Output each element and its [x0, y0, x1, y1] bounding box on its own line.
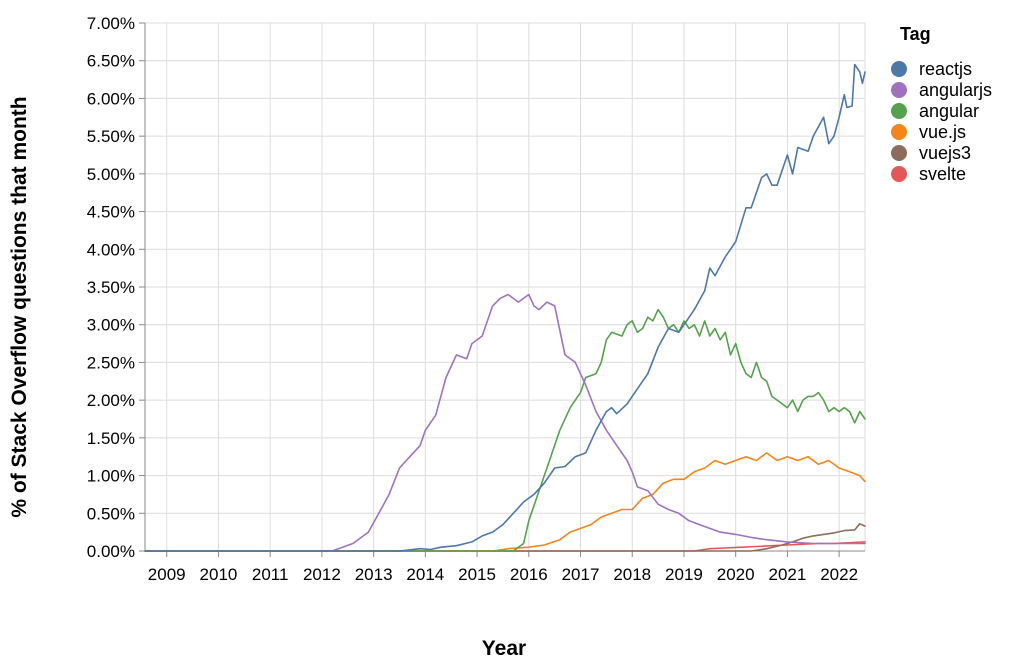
- y-tick-label: 1.00%: [87, 467, 135, 486]
- y-tick-label: 1.50%: [87, 429, 135, 448]
- legend-swatch-vue-js: [891, 124, 907, 140]
- y-axis-title: % of Stack Overflow questions that month: [8, 96, 31, 517]
- legend-label: angular: [919, 101, 979, 121]
- x-tick-label: 2014: [406, 565, 444, 584]
- y-tick-label: 0.50%: [87, 504, 135, 523]
- y-tick-label: 3.00%: [87, 316, 135, 335]
- series-line-vuejs3: [144, 523, 866, 552]
- y-tick-label: 0.00%: [87, 542, 135, 561]
- legend-swatch-reactjs: [891, 61, 907, 77]
- legend-swatch-vuejs3: [891, 145, 907, 161]
- y-axis: 0.00% 0.50% 1.00% 1.50% 2.00% 2.50% 3.00% 3.50%…: [87, 14, 146, 561]
- series-line-reactjs: [144, 63, 866, 552]
- y-tick-label: 4.50%: [87, 203, 135, 222]
- y-tick-label: 3.50%: [87, 278, 135, 297]
- x-axis-title: Year: [482, 637, 526, 660]
- x-tick-label: 2020: [717, 565, 755, 584]
- y-tick-label: 6.00%: [87, 89, 135, 108]
- y-tick-label: 2.50%: [87, 353, 135, 372]
- legend-label: svelte: [919, 164, 966, 184]
- legend-label: vuejs3: [919, 143, 971, 163]
- x-tick-label: 2011: [252, 565, 289, 584]
- y-tick-label: 7.00%: [87, 14, 135, 33]
- x-tick-label: 2016: [510, 565, 548, 584]
- x-tick-label: 2019: [665, 565, 703, 584]
- x-tick-label: 2013: [355, 565, 393, 584]
- x-tick-label: 2018: [613, 565, 651, 584]
- x-tick-label: 2015: [458, 565, 496, 584]
- series-lines: [144, 63, 866, 552]
- legend-swatch-angular: [891, 103, 907, 119]
- x-tick-label: 2010: [200, 565, 238, 584]
- series-line-angular: [144, 308, 866, 552]
- x-tick-label: 2009: [148, 565, 186, 584]
- x-tick-label: 2021: [768, 565, 806, 584]
- y-tick-label: 4.00%: [87, 240, 135, 259]
- legend-title: Tag: [900, 24, 931, 44]
- series-line-angularjs: [144, 293, 866, 552]
- x-tick-label: 2012: [303, 565, 341, 584]
- y-tick-label: 5.50%: [87, 127, 135, 146]
- grid: [145, 22, 866, 552]
- legend-label: vue.js: [919, 122, 966, 142]
- x-tick-label: 2017: [562, 565, 600, 584]
- x-axis: 2009 2010 2011 2012 2013 2014 2015 2016 2017 2018…: [145, 550, 865, 584]
- legend: Tag reactjsangularjsangularvue.jsvuejs3s…: [891, 24, 992, 184]
- x-tick-label: 2022: [820, 565, 858, 584]
- legend-label: angularjs: [919, 80, 992, 100]
- y-tick-label: 6.50%: [87, 52, 135, 71]
- y-tick-label: 2.00%: [87, 391, 135, 410]
- y-tick-label: 5.00%: [87, 165, 135, 184]
- series-line-vue-js: [144, 452, 866, 552]
- legend-swatch-angularjs: [891, 82, 907, 98]
- legend-swatch-svelte: [891, 166, 907, 182]
- legend-label: reactjs: [919, 59, 972, 79]
